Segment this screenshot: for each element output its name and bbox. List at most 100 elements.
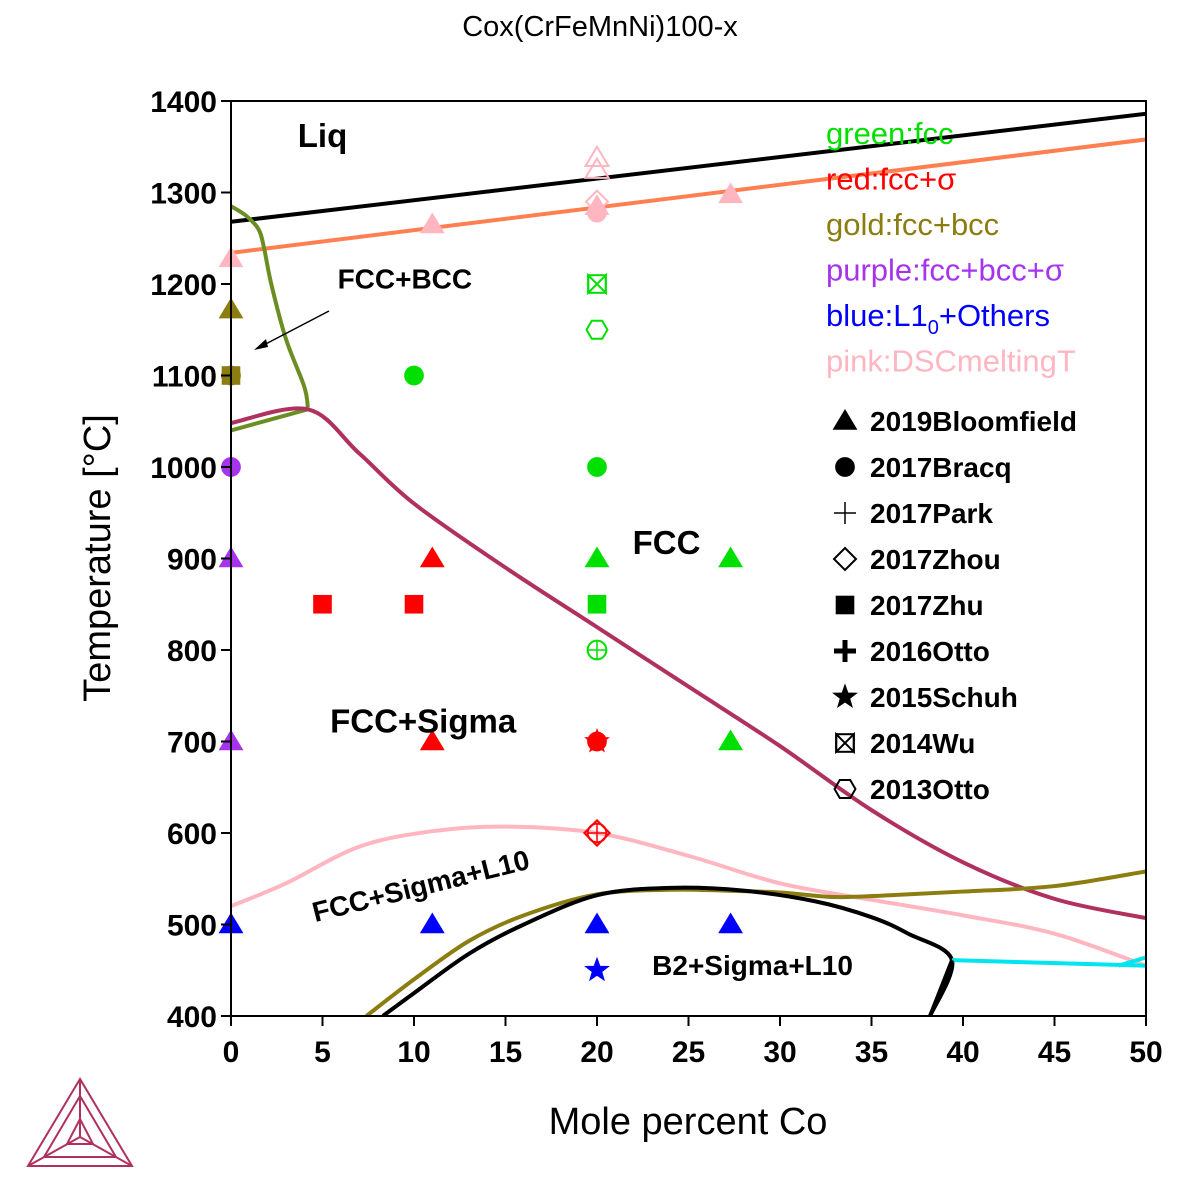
data-point-triangle: [584, 912, 610, 934]
x-axis-label: Mole percent Co: [549, 1101, 828, 1143]
phase-boundaries: [231, 111, 1146, 1016]
data-point-bowtie: [587, 272, 607, 296]
data-point-triangle: [419, 912, 445, 934]
x-tick-label: 25: [672, 1036, 705, 1069]
y-tick-label: 1000: [150, 452, 217, 485]
data-point-triangle: [718, 912, 744, 934]
marker-legend-entry: 2017Bracq: [835, 452, 1012, 483]
marker-legend-label: 2017Bracq: [870, 452, 1012, 483]
marker-legend-label: 2017Zhu: [870, 590, 984, 621]
marker-legend-label: 2017Park: [870, 498, 993, 529]
marker-legend-entry: 2016Otto: [834, 636, 990, 667]
data-point-triangle: [419, 212, 445, 234]
data-point-triangle: [419, 546, 445, 568]
y-tick-label: 600: [167, 818, 217, 851]
curve-l10-solvus: [231, 824, 1146, 968]
region-label: FCC+Sigma: [330, 702, 517, 739]
data-point-star: [584, 956, 610, 982]
marker-legend-entry: 2013Otto: [833, 774, 990, 805]
curve-liquidus: [231, 111, 1146, 224]
color-legend-entry: blue:L10+Others: [826, 298, 1050, 339]
y-axis: 400 500 600 700 800 900 1000 1100 1200 1300 1400: [150, 86, 231, 1034]
color-legend: green:fcc red:fcc+σ gold:fcc+bcc purple:fcc…: [826, 116, 1076, 379]
data-point-square: [587, 594, 607, 614]
data-point-circle: [404, 365, 424, 386]
data-point-triangle: [584, 546, 610, 568]
marker-legend-entry: 2019Bloomfield: [832, 406, 1077, 437]
region-label: B2+Sigma+L10: [652, 950, 853, 981]
region-labels: Liq FCC+BCC FCC FCC+Sigma FCC+Sigma+L10 B2+Si…: [298, 117, 853, 981]
x-tick-label: 20: [580, 1036, 613, 1069]
data-point-triangle: [718, 182, 744, 204]
curve-bcc-lower: [231, 407, 309, 433]
y-tick-label: 1100: [152, 361, 217, 394]
curve-b2-link: [928, 959, 954, 1016]
y-tick-label: 1300: [150, 178, 217, 211]
x-tick-label: 50: [1129, 1036, 1162, 1069]
color-legend-entry: green:fcc: [826, 116, 954, 151]
x-tick-label: 40: [946, 1036, 979, 1069]
x-tick-label: 45: [1038, 1036, 1071, 1069]
color-legend-entry: pink:DSCmeltingT: [826, 344, 1076, 379]
region-label: FCC: [633, 524, 701, 561]
y-tick-label: 1200: [150, 269, 217, 302]
region-label: FCC+Sigma+L10: [309, 844, 532, 928]
y-tick-label: 500: [167, 910, 217, 943]
y-tick-label: 700: [167, 727, 217, 760]
y-axis-label: Temperature [°C]: [77, 414, 119, 702]
y-tick-label: 400: [167, 1001, 217, 1034]
curve-b2-boundary-black: [381, 885, 955, 1016]
data-point-circle: [587, 457, 607, 477]
x-tick-label: 15: [489, 1036, 522, 1069]
region-label: FCC+BCC: [338, 264, 473, 295]
data-point-square: [313, 594, 332, 614]
data-point-triangle-open: [583, 156, 611, 179]
marker-legend-label: 2013Otto: [870, 774, 990, 805]
data-point-triangle: [584, 194, 610, 215]
data-point-triangle-open: [583, 144, 611, 167]
curve-cyan-tip: [1117, 955, 1146, 968]
y-tick-label: 900: [167, 544, 217, 577]
marker-legend-entry: 2014Wu: [835, 728, 975, 759]
x-tick-label: 5: [314, 1036, 331, 1069]
marker-legend-entry: 2017Zhu: [835, 590, 984, 621]
marker-legend-label: 2016Otto: [870, 636, 990, 667]
marker-legend-entry: 2015Schuh: [832, 682, 1018, 713]
marker-legend-label: 2017Zhou: [870, 544, 1001, 575]
marker-legend-label: 2014Wu: [870, 728, 975, 759]
data-point-triangle: [718, 546, 744, 568]
curve-sigma-solvus: [231, 406, 1146, 921]
thermo-calc-logo-icon: [26, 1077, 134, 1167]
data-point-triangle: [718, 729, 744, 751]
marker-legend-entry: 2017Zhou: [832, 544, 1001, 575]
x-axis: 0 5 10 15 20 25 30 35 40 45 50: [223, 1016, 1163, 1069]
y-tick-label: 800: [167, 635, 217, 668]
x-tick-label: 0: [223, 1036, 240, 1069]
curve-solidus: [231, 137, 1146, 255]
fcc-bcc-arrow: [257, 310, 330, 349]
curve-bcc-solvus: [231, 204, 310, 408]
data-points: [218, 144, 744, 982]
data-point-crosshair-circle: [586, 639, 608, 661]
x-tick-label: 10: [397, 1036, 430, 1069]
chart-title: Cox(CrFeMnNi)100-x: [462, 11, 738, 43]
marker-legend-entry: 2017Park: [834, 498, 993, 529]
x-tick-label: 35: [855, 1036, 888, 1069]
data-point-hexagon-open: [585, 319, 609, 340]
marker-legend-label: 2019Bloomfield: [870, 406, 1077, 437]
x-tick-label: 30: [763, 1036, 796, 1069]
data-point-circle: [587, 731, 607, 752]
region-label: Liq: [298, 117, 347, 154]
data-point-square: [404, 594, 424, 614]
curve-cyan: [951, 958, 1146, 968]
marker-legend-label: 2015Schuh: [870, 682, 1018, 713]
data-point-crossdiamond-circle: [582, 818, 612, 848]
color-legend-entry: red:fcc+σ: [826, 162, 956, 197]
color-legend-entry: purple:fcc+bcc+σ: [826, 253, 1064, 288]
data-point-triangle: [419, 729, 445, 751]
marker-legend: 2019Bloomfield 2017Bracq 2017Park 2017Zhou 2…: [832, 406, 1077, 805]
y-tick-label: 1400: [150, 86, 217, 119]
fcc-bcc-arrowhead: [254, 339, 268, 350]
color-legend-entry: gold:fcc+bcc: [826, 207, 999, 242]
